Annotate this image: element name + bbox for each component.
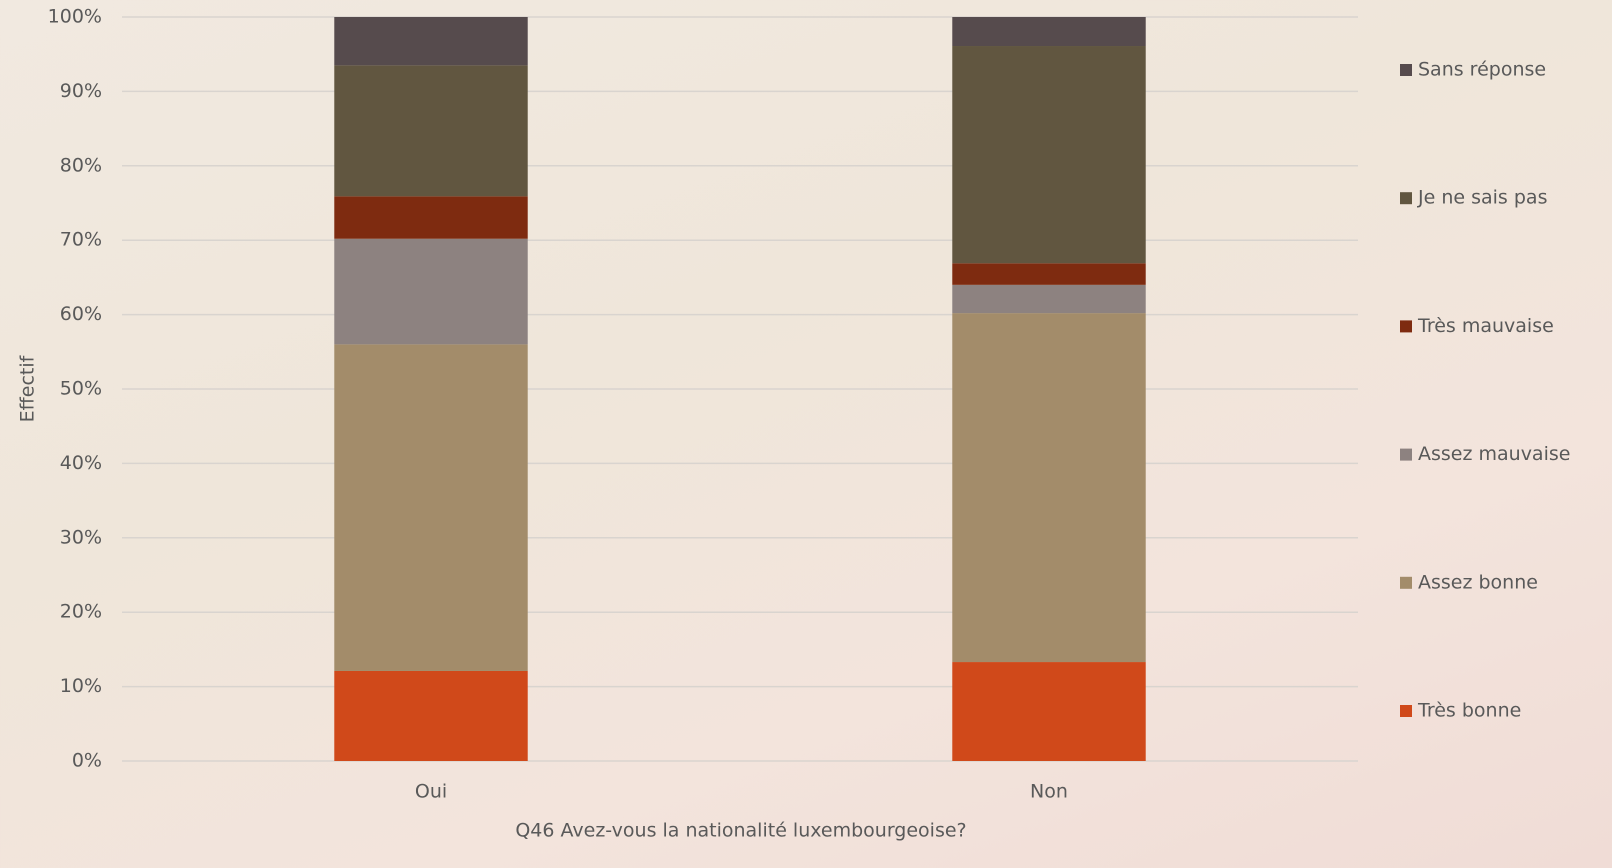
- legend-swatch: [1400, 320, 1412, 333]
- legend-swatch: [1400, 192, 1412, 205]
- legend-swatch: [1400, 64, 1412, 76]
- y-tick-label: 0%: [72, 750, 102, 772]
- x-tick-label: Non: [1030, 781, 1068, 803]
- legend-label: Très bonne: [1417, 700, 1521, 722]
- bar-segment: [334, 17, 528, 66]
- bar-segment: [952, 313, 1146, 663]
- bar-segment: [334, 196, 528, 239]
- y-tick-label: 100%: [48, 6, 102, 28]
- y-tick-label: 30%: [60, 526, 102, 548]
- legend-swatch: [1400, 576, 1412, 589]
- bar-segment: [334, 238, 528, 345]
- legend-label: Assez bonne: [1418, 571, 1538, 593]
- legend-label: Assez mauvaise: [1418, 443, 1570, 465]
- y-tick-label: 90%: [60, 80, 102, 102]
- y-axis-title: Effectif: [17, 354, 39, 422]
- y-tick-label: 40%: [60, 452, 102, 474]
- y-tick-label: 20%: [60, 601, 102, 623]
- x-tick-label: Oui: [415, 781, 447, 803]
- y-tick-label: 10%: [60, 675, 102, 697]
- y-tick-label: 80%: [60, 154, 102, 176]
- bar-segment: [952, 263, 1146, 285]
- bar-segment: [952, 284, 1146, 314]
- legend-swatch: [1400, 705, 1412, 717]
- bar-segment: [952, 46, 1146, 264]
- bar-segment: [952, 662, 1146, 761]
- bar-segment: [334, 344, 528, 671]
- legend-label: Très mauvaise: [1417, 315, 1554, 337]
- legend-label: Sans réponse: [1418, 59, 1546, 81]
- bar-segment: [952, 17, 1146, 47]
- x-axis-title: Q46 Avez-vous la nationalité luxembourge…: [515, 820, 966, 842]
- y-tick-label: 70%: [60, 229, 102, 251]
- y-tick-label: 50%: [60, 378, 102, 400]
- y-tick-label: 60%: [60, 303, 102, 325]
- legend-swatch: [1400, 448, 1412, 461]
- legend-label: Je ne sais pas: [1417, 187, 1547, 209]
- bar-segment: [334, 65, 528, 197]
- bar-segment: [334, 670, 528, 761]
